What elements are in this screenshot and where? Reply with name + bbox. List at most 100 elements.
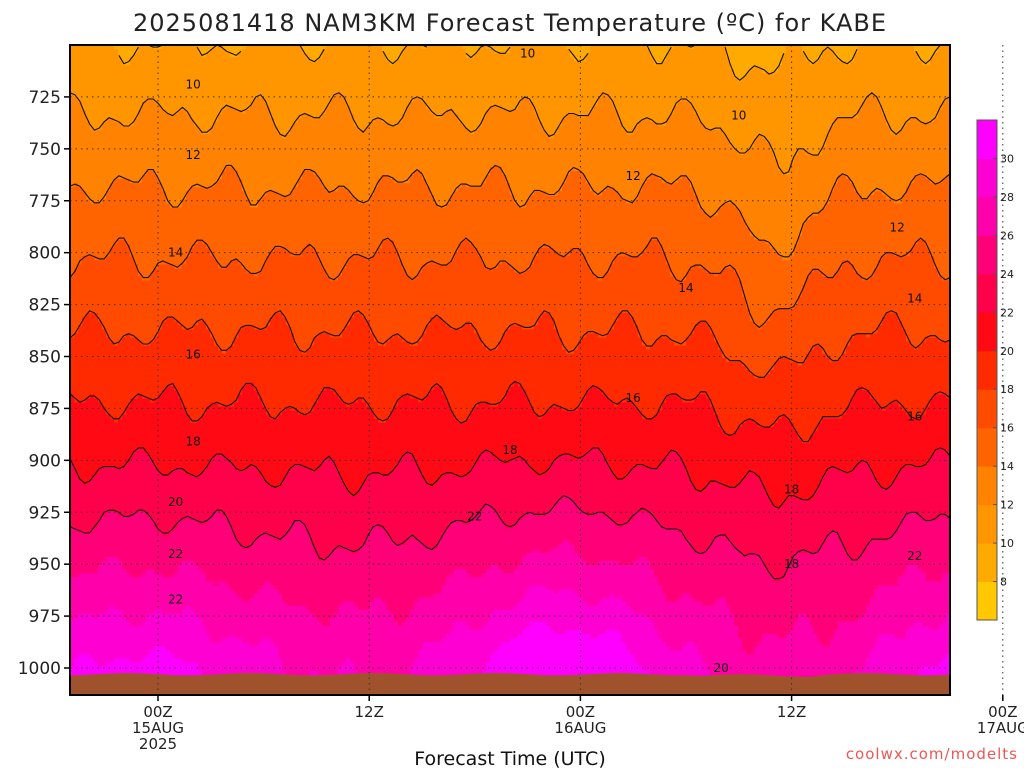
temperature-cell [558, 455, 571, 460]
temperature-cell [806, 353, 827, 359]
temperature-cell [818, 487, 951, 493]
temperature-cell [666, 394, 679, 400]
temperature-cell [442, 532, 683, 538]
temperature-cell [866, 97, 879, 103]
temperature-cell [658, 337, 671, 343]
temperature-cell [574, 349, 723, 355]
temperature-cell [198, 45, 215, 50]
temperature-cell [70, 398, 75, 404]
temperature-cell [242, 187, 295, 192]
temperature-cell [642, 183, 691, 188]
temperature-cell [794, 426, 819, 432]
temperature-cell [290, 130, 471, 135]
temperature-cell [806, 280, 951, 286]
temperature-cell [414, 276, 599, 282]
temperature-cell [286, 601, 343, 607]
temperature-cell [434, 386, 443, 391]
temperature-cell [298, 118, 355, 123]
temperature-cell [238, 53, 307, 58]
temperature-cell [502, 337, 563, 343]
temperature-cell [898, 471, 951, 477]
temperature-cell [246, 195, 263, 200]
temperature-cell [302, 170, 315, 176]
temperature-cell [506, 390, 527, 395]
temperature-cell [346, 487, 359, 493]
temperature-cell [866, 605, 951, 611]
temperature-cell [906, 329, 951, 335]
contour-label: 12 [890, 221, 905, 235]
temperature-cell [210, 248, 275, 253]
temperature-cell [822, 418, 951, 424]
temperature-cell [426, 45, 463, 50]
temperature-cell [70, 613, 79, 619]
contour-label: 22 [907, 549, 922, 563]
temperature-cell [70, 191, 87, 196]
temperature-cell [390, 337, 403, 343]
temperature-cell [642, 187, 695, 192]
temperature-cell [270, 483, 283, 489]
temperature-cell [490, 166, 503, 172]
temperature-cell [738, 630, 791, 635]
temperature-cell [666, 642, 687, 647]
temperature-cell [302, 520, 455, 525]
temperature-cell [478, 333, 503, 339]
temperature-cell [266, 581, 271, 586]
temperature-cell [426, 101, 519, 107]
temperature-cell [70, 53, 119, 58]
temperature-cell [406, 272, 419, 278]
temperature-cell [618, 110, 675, 115]
temperature-cell [466, 53, 475, 58]
temperature-cell [874, 646, 951, 651]
temperature-cell [374, 118, 383, 123]
temperature-cell [386, 341, 411, 347]
temperature-cell [822, 642, 831, 647]
temperature-cell [930, 179, 943, 184]
temperature-cell [498, 345, 563, 351]
temperature-cell [502, 166, 779, 172]
temperature-cell [614, 475, 627, 481]
temperature-cell [350, 317, 367, 322]
temperature-cell [874, 642, 951, 647]
temperature-cell [230, 260, 239, 265]
temperature-cell [906, 333, 951, 339]
temperature-cell [914, 621, 923, 627]
temperature-cell [746, 223, 803, 229]
temperature-cell [70, 463, 75, 469]
temperature-cell [518, 634, 591, 639]
temperature-cell [386, 418, 459, 424]
temperature-cell [74, 93, 335, 99]
temperature-cell [126, 617, 147, 623]
temperature-cell [230, 634, 235, 639]
temperature-cell [250, 199, 259, 205]
colorbar-swatch [977, 158, 997, 198]
temperature-cell [138, 114, 191, 119]
temperature-cell [534, 406, 551, 412]
temperature-cell [762, 69, 779, 75]
temperature-cell [134, 451, 147, 456]
temperature-cell [638, 463, 643, 469]
temperature-cell [426, 544, 439, 550]
temperature-cell [122, 122, 135, 127]
temperature-cell [470, 414, 539, 420]
temperature-cell [454, 520, 463, 525]
temperature-cell [910, 252, 931, 257]
temperature-cell [430, 260, 435, 265]
temperature-cell [234, 532, 263, 538]
contour-label: 18 [784, 482, 799, 496]
temperature-cell [238, 260, 267, 265]
temperature-cell [634, 654, 703, 660]
temperature-cell [414, 97, 423, 103]
temperature-cell [698, 321, 707, 326]
temperature-cell [254, 386, 327, 391]
temperature-cell [178, 524, 231, 530]
temperature-cell [874, 191, 883, 196]
temperature-cell [822, 49, 835, 54]
temperature-cell [326, 105, 351, 111]
temperature-cell [186, 471, 203, 477]
temperature-cell [794, 552, 847, 558]
temperature-cell [562, 183, 591, 188]
temperature-cell [446, 577, 659, 582]
temperature-cell [290, 191, 351, 196]
temperature-cell [86, 110, 139, 115]
temperature-cell [810, 617, 859, 623]
